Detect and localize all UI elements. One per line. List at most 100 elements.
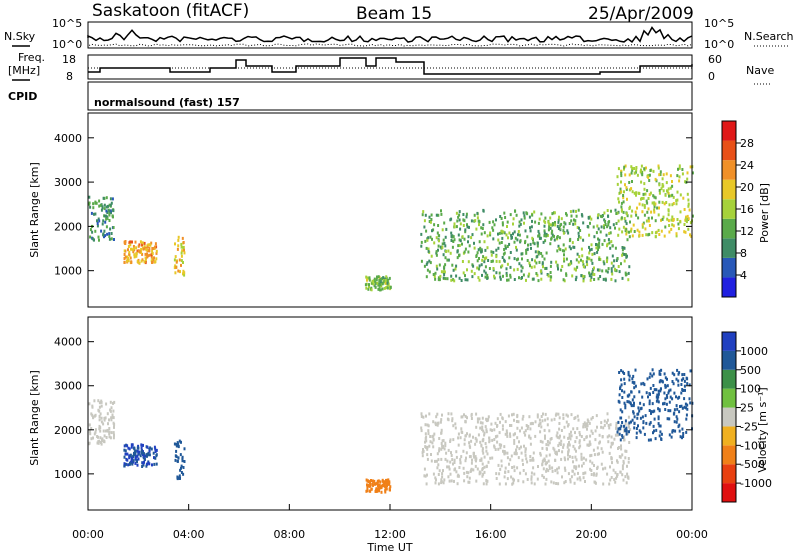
echo-cell bbox=[623, 438, 626, 442]
echo-cell bbox=[582, 279, 585, 283]
echo-cell bbox=[510, 454, 513, 458]
echo-cell bbox=[479, 440, 482, 444]
echo-cell bbox=[444, 277, 447, 281]
echo-cell bbox=[183, 273, 186, 277]
echo-cell bbox=[464, 459, 467, 463]
echo-cell bbox=[602, 260, 605, 264]
echo-cell bbox=[443, 241, 446, 245]
echo-cell bbox=[147, 254, 149, 258]
echo-cell bbox=[611, 272, 614, 276]
echo-cell bbox=[596, 425, 598, 429]
echo-cell bbox=[388, 276, 391, 280]
echo-cell bbox=[153, 456, 155, 460]
echo-cell bbox=[176, 247, 179, 251]
time-xlabel: Time UT bbox=[366, 541, 412, 554]
echo-cell bbox=[449, 460, 452, 464]
echo-cell bbox=[513, 439, 516, 442]
echo-cell bbox=[558, 449, 560, 453]
echo-cell bbox=[675, 199, 678, 203]
echo-cell bbox=[180, 259, 183, 263]
echo-cell bbox=[625, 212, 628, 216]
echo-cell bbox=[109, 209, 112, 213]
echo-cell bbox=[383, 279, 386, 283]
echo-cell bbox=[457, 443, 460, 447]
echo-cell bbox=[451, 458, 454, 462]
echo-cell bbox=[672, 224, 675, 228]
echo-cell bbox=[601, 269, 604, 273]
echo-cell bbox=[175, 260, 178, 264]
echo-cell bbox=[577, 231, 580, 235]
echo-cell bbox=[438, 263, 441, 267]
echo-cell bbox=[603, 419, 606, 423]
echo-cell bbox=[441, 444, 444, 448]
echo-cell bbox=[657, 389, 660, 393]
echo-cell bbox=[442, 276, 445, 280]
echo-cell bbox=[466, 223, 468, 227]
echo-cell bbox=[420, 412, 423, 416]
echo-cell bbox=[565, 272, 568, 276]
echo-cell bbox=[653, 417, 656, 421]
echo-cell bbox=[554, 451, 557, 454]
echo-cell bbox=[490, 250, 493, 254]
echo-cell bbox=[521, 417, 524, 421]
colorbar-tick-label: 28 bbox=[740, 137, 754, 150]
echo-cell bbox=[97, 435, 99, 439]
echo-cell bbox=[379, 288, 382, 292]
echo-cell bbox=[563, 456, 566, 460]
echo-cell bbox=[438, 469, 441, 473]
echo-cell bbox=[510, 233, 513, 237]
echo-cell bbox=[687, 217, 690, 221]
echo-cell bbox=[687, 202, 690, 206]
echo-cell bbox=[437, 244, 440, 248]
echo-cell bbox=[521, 276, 523, 279]
echo-cell bbox=[537, 465, 539, 468]
echo-cell bbox=[668, 230, 671, 234]
echo-cell bbox=[433, 241, 436, 245]
echo-cell bbox=[616, 257, 619, 260]
echo-cell bbox=[424, 432, 427, 436]
echo-cell bbox=[587, 215, 590, 219]
echo-cell bbox=[132, 245, 135, 248]
echo-cell bbox=[627, 460, 630, 464]
echo-cell bbox=[570, 261, 573, 265]
echo-cell bbox=[551, 233, 554, 237]
echo-cell bbox=[654, 235, 657, 239]
echo-cell bbox=[437, 213, 440, 217]
echo-cell bbox=[636, 412, 639, 416]
echo-cell bbox=[633, 401, 635, 405]
echo-cell bbox=[440, 418, 443, 422]
echo-cell bbox=[584, 425, 587, 429]
echo-cell bbox=[669, 388, 672, 392]
echo-cell bbox=[427, 236, 430, 240]
echo-cell bbox=[662, 215, 665, 219]
echo-cell bbox=[493, 428, 496, 432]
echo-cell bbox=[609, 465, 611, 469]
echo-cell bbox=[447, 418, 450, 422]
echo-cell bbox=[470, 269, 473, 273]
echo-cell bbox=[108, 427, 111, 430]
echo-cell bbox=[668, 203, 671, 207]
echo-cell bbox=[459, 227, 462, 231]
cpid-panel-frame bbox=[87, 81, 693, 111]
echo-cell bbox=[617, 197, 620, 201]
echo-cell bbox=[124, 449, 127, 453]
echo-cell bbox=[597, 227, 600, 231]
echo-cell bbox=[564, 468, 567, 472]
echo-cell bbox=[537, 424, 540, 428]
echo-cell bbox=[100, 442, 103, 446]
echo-cell bbox=[151, 247, 154, 250]
echo-cell bbox=[606, 242, 609, 246]
echo-cell bbox=[181, 459, 184, 463]
echo-cell bbox=[626, 238, 629, 242]
echo-cell bbox=[646, 174, 649, 178]
echo-cell bbox=[649, 438, 652, 442]
echo-cell bbox=[578, 226, 580, 230]
echo-cell bbox=[604, 220, 607, 223]
echo-cell bbox=[551, 212, 554, 216]
echo-cell bbox=[372, 282, 375, 286]
echo-cell bbox=[124, 242, 127, 245]
echo-cell bbox=[110, 416, 113, 420]
echo-cell bbox=[674, 429, 677, 433]
echo-cell bbox=[533, 482, 536, 486]
echo-cell bbox=[496, 417, 499, 421]
